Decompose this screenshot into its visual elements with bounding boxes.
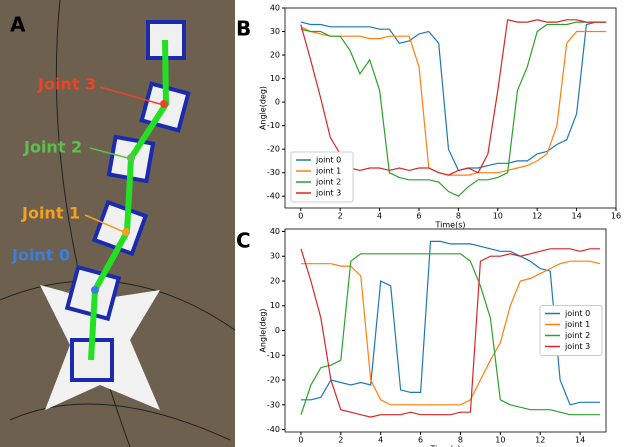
joint-dot xyxy=(127,154,135,162)
series-line xyxy=(300,253,600,416)
x-tick-label: 14 xyxy=(572,212,582,221)
x-tick-label: 8 xyxy=(456,212,461,221)
joint-dot xyxy=(160,100,168,108)
y-axis-label: Angle(deg) xyxy=(259,86,268,130)
x-tick-label: 2 xyxy=(338,436,343,445)
y-axis-label: Angle(deg) xyxy=(259,308,268,352)
x-tick-label: 2 xyxy=(338,212,343,221)
x-tick-label: 6 xyxy=(416,212,421,221)
y-tick-label: -40 xyxy=(267,425,280,434)
x-tick-label: 16 xyxy=(611,212,621,221)
y-tick-label: 10 xyxy=(270,301,280,310)
x-tick-label: 0 xyxy=(298,212,303,221)
pointer xyxy=(99,86,161,105)
x-axis-label: Time(s) xyxy=(435,221,466,230)
y-tick-label: -40 xyxy=(267,192,280,201)
x-tick-label: 8 xyxy=(458,436,463,445)
y-tick-label: 40 xyxy=(270,227,280,236)
legend-box xyxy=(539,305,603,356)
y-tick-label: -10 xyxy=(267,121,280,130)
series-line xyxy=(300,21,607,172)
y-tick-label: 30 xyxy=(270,252,280,261)
legend-label: joint 2 xyxy=(315,178,341,187)
modules xyxy=(64,20,191,382)
legend-label: joint 3 xyxy=(564,342,590,351)
panel-label: B xyxy=(236,17,251,41)
y-tick-label: 20 xyxy=(270,51,280,60)
x-tick-label: 10 xyxy=(495,436,505,445)
panel-label: A xyxy=(10,13,26,37)
y-tick-label: -20 xyxy=(267,376,280,385)
x-axis-label: Time(s) xyxy=(430,445,461,447)
joint-label: Joint 3 xyxy=(37,75,96,94)
joint-dot xyxy=(122,228,130,236)
y-tick-label: 30 xyxy=(270,27,280,36)
plot-frame xyxy=(284,228,607,433)
y-tick-label: 10 xyxy=(270,74,280,83)
x-tick-label: 6 xyxy=(418,436,423,445)
x-tick-label: 0 xyxy=(298,436,303,445)
x-tick-label: 4 xyxy=(378,436,383,445)
legend-label: joint 1 xyxy=(564,320,590,329)
pointer xyxy=(84,214,125,233)
y-tick-label: 0 xyxy=(275,326,280,335)
joint-label: Joint 2 xyxy=(23,138,82,157)
panel-label: C xyxy=(236,229,251,253)
x-tick-label: 4 xyxy=(377,212,382,221)
x-tick-label: 10 xyxy=(493,212,503,221)
series-line xyxy=(300,21,607,197)
x-tick-label: 12 xyxy=(532,212,542,221)
y-tick-label: 20 xyxy=(270,276,280,285)
y-tick-label: -10 xyxy=(267,351,280,360)
y-tick-label: 40 xyxy=(270,4,280,13)
legend-label: joint 1 xyxy=(315,167,341,176)
x-tick-label: 12 xyxy=(535,436,545,445)
series-line xyxy=(300,26,607,176)
series-line xyxy=(300,248,600,418)
pointer xyxy=(89,147,129,159)
joint-label: Joint 0 xyxy=(11,246,70,265)
legend-label: joint 2 xyxy=(564,331,590,340)
y-tick-label: -20 xyxy=(267,145,280,154)
legend-label: joint 0 xyxy=(564,309,590,318)
joint-dot xyxy=(91,286,99,294)
series-line xyxy=(301,240,600,406)
legend-box xyxy=(290,151,354,203)
photo: A Joint 3 Joint 2 Joint 1 Joint 0 xyxy=(0,0,236,447)
y-tick-label: -30 xyxy=(267,400,280,409)
skeleton xyxy=(88,39,170,361)
y-tick-label: 0 xyxy=(275,98,280,107)
legend-label: joint 3 xyxy=(315,189,341,198)
joint-label: Joint 1 xyxy=(21,204,80,223)
x-tick-label: 14 xyxy=(575,436,585,445)
y-tick-label: -30 xyxy=(267,168,280,177)
legend-label: joint 0 xyxy=(315,156,341,165)
plot-frame xyxy=(284,7,617,209)
